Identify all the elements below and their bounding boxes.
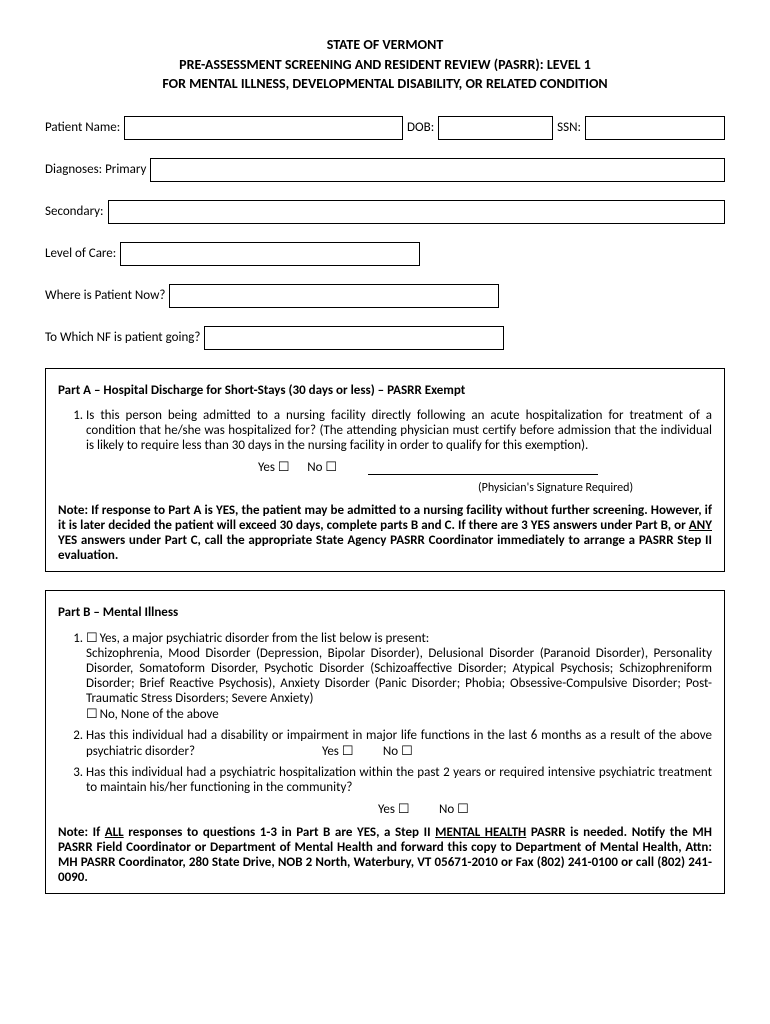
input-dob[interactable]	[438, 116, 553, 140]
input-secondary[interactable]	[108, 200, 725, 224]
label-patient-name: Patient Name:	[45, 120, 120, 135]
part-b-q3-yes-checkbox[interactable]: ☐	[398, 801, 410, 816]
header-line1: STATE OF VERMONT	[45, 35, 725, 55]
input-which-nf[interactable]	[204, 326, 504, 350]
label-ssn: SSN:	[557, 120, 581, 135]
part-b-q1: ☐Yes, a major psychiatric disorder from …	[86, 630, 712, 722]
row-patient-name: Patient Name: DOB: SSN:	[45, 116, 725, 140]
part-b-q1-yes-checkbox[interactable]: ☐	[86, 630, 98, 645]
part-b-q3: Has this individual had a psychiatric ho…	[86, 765, 712, 795]
header-line2: PRE-ASSESSMENT SCREENING AND RESIDENT RE…	[45, 55, 725, 75]
part-a-no-checkbox[interactable]: ☐	[325, 459, 337, 474]
part-b-section: Part B – Mental Illness ☐Yes, a major ps…	[45, 590, 725, 894]
part-a-title: Part A – Hospital Discharge for Short-St…	[58, 383, 712, 398]
form-header: STATE OF VERMONT PRE-ASSESSMENT SCREENIN…	[45, 35, 725, 94]
label-level-of-care: Level of Care:	[45, 246, 116, 261]
row-where-now: Where is Patient Now?	[45, 284, 725, 308]
part-a-q1: Is this person being admitted to a nursi…	[86, 408, 712, 453]
part-a-yes-label: Yes	[258, 460, 275, 475]
label-diagnoses-primary: Diagnoses: Primary	[45, 162, 146, 177]
part-a-yes-checkbox[interactable]: ☐	[278, 459, 290, 474]
label-secondary: Secondary:	[45, 204, 104, 219]
part-b-q3-yn-row: Yes ☐ No ☐	[58, 801, 712, 817]
part-b-q1-no-checkbox[interactable]: ☐	[86, 706, 98, 721]
part-a-note: Note: If response to Part A is YES, the …	[58, 503, 712, 563]
input-patient-name[interactable]	[124, 116, 403, 140]
part-b-q2-yes-checkbox[interactable]: ☐	[342, 743, 354, 758]
part-b-title: Part B – Mental Illness	[58, 605, 712, 620]
label-where-now: Where is Patient Now?	[45, 288, 165, 303]
physician-signature-caption: (Physician's Signature Required)	[58, 481, 712, 495]
row-level-of-care: Level of Care:	[45, 242, 725, 266]
row-diagnoses-primary: Diagnoses: Primary	[45, 158, 725, 182]
part-b-q3-yes-label: Yes	[378, 802, 395, 817]
part-b-q2-no-checkbox[interactable]: ☐	[401, 743, 413, 758]
input-level-of-care[interactable]	[120, 242, 420, 266]
part-b-q2: Has this individual had a disability or …	[86, 728, 712, 759]
part-b-q3-no-checkbox[interactable]: ☐	[457, 801, 469, 816]
row-which-nf: To Which NF is patient going?	[45, 326, 725, 350]
label-dob: DOB:	[407, 120, 434, 135]
input-ssn[interactable]	[585, 116, 725, 140]
part-b-q1-list: Schizophrenia, Mood Disorder (Depression…	[86, 646, 712, 706]
input-where-now[interactable]	[169, 284, 499, 308]
physician-signature-line[interactable]	[368, 474, 598, 475]
part-a-section: Part A – Hospital Discharge for Short-St…	[45, 368, 725, 572]
part-a-no-label: No	[307, 460, 322, 475]
part-b-q3-no-label: No	[439, 802, 454, 817]
input-diagnoses-primary[interactable]	[150, 158, 725, 182]
part-a-yn-row: Yes ☐ No ☐	[58, 459, 712, 475]
part-b-q2-yes-label: Yes	[322, 744, 339, 759]
part-b-q2-no-label: No	[383, 744, 398, 759]
header-line3: FOR MENTAL ILLNESS, DEVELOPMENTAL DISABI…	[45, 74, 725, 94]
label-which-nf: To Which NF is patient going?	[45, 330, 200, 345]
row-secondary: Secondary:	[45, 200, 725, 224]
part-b-note: Note: If ALL responses to questions 1-3 …	[58, 825, 712, 885]
